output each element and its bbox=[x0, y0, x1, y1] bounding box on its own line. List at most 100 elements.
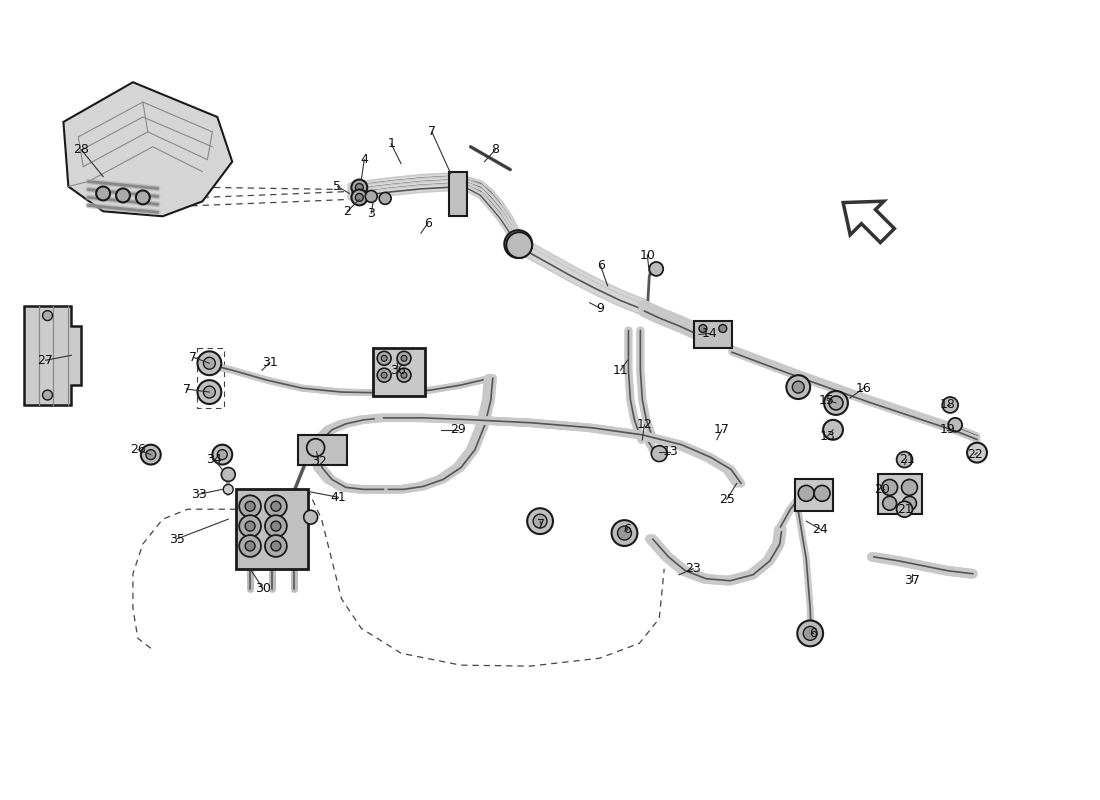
Circle shape bbox=[814, 486, 830, 502]
Circle shape bbox=[902, 479, 917, 495]
Text: 18: 18 bbox=[939, 398, 955, 411]
Circle shape bbox=[265, 495, 287, 517]
Circle shape bbox=[239, 515, 261, 537]
Circle shape bbox=[902, 496, 916, 510]
Text: 19: 19 bbox=[939, 423, 955, 436]
Circle shape bbox=[397, 351, 411, 366]
Circle shape bbox=[43, 390, 53, 400]
Circle shape bbox=[896, 502, 913, 517]
Bar bbox=[298, 434, 348, 465]
Circle shape bbox=[829, 396, 843, 410]
Text: 12: 12 bbox=[637, 418, 652, 431]
Text: 5: 5 bbox=[333, 180, 341, 193]
Text: 7: 7 bbox=[189, 350, 198, 364]
Bar bbox=[373, 348, 425, 396]
Circle shape bbox=[96, 186, 110, 200]
Circle shape bbox=[355, 183, 363, 191]
Text: 37: 37 bbox=[904, 574, 921, 587]
Circle shape bbox=[271, 521, 281, 531]
Circle shape bbox=[271, 541, 281, 551]
Circle shape bbox=[223, 485, 233, 494]
Text: 21: 21 bbox=[899, 453, 914, 466]
Circle shape bbox=[271, 502, 281, 511]
Circle shape bbox=[506, 232, 532, 258]
Circle shape bbox=[798, 621, 823, 646]
Text: 16: 16 bbox=[856, 382, 871, 394]
Text: 9: 9 bbox=[596, 302, 605, 315]
Text: 10: 10 bbox=[639, 249, 656, 262]
Circle shape bbox=[651, 446, 668, 462]
Circle shape bbox=[649, 262, 663, 276]
Circle shape bbox=[402, 372, 407, 378]
Circle shape bbox=[116, 189, 130, 202]
Text: 35: 35 bbox=[168, 533, 185, 546]
Circle shape bbox=[967, 442, 987, 462]
Circle shape bbox=[943, 397, 958, 413]
Circle shape bbox=[882, 479, 898, 495]
Polygon shape bbox=[844, 201, 894, 242]
Circle shape bbox=[402, 355, 407, 362]
Circle shape bbox=[803, 626, 817, 640]
Circle shape bbox=[534, 514, 547, 528]
Polygon shape bbox=[24, 306, 81, 405]
Circle shape bbox=[198, 351, 221, 375]
Circle shape bbox=[307, 438, 324, 457]
Bar bbox=[878, 474, 923, 514]
Text: 14: 14 bbox=[702, 327, 718, 340]
Bar bbox=[449, 171, 466, 216]
Circle shape bbox=[382, 355, 387, 362]
Circle shape bbox=[198, 380, 221, 404]
Circle shape bbox=[612, 520, 637, 546]
Text: 36: 36 bbox=[390, 364, 406, 377]
Circle shape bbox=[204, 386, 216, 398]
Circle shape bbox=[221, 467, 235, 482]
Text: 15: 15 bbox=[820, 394, 835, 406]
Circle shape bbox=[379, 193, 392, 204]
Circle shape bbox=[245, 541, 255, 551]
Circle shape bbox=[218, 450, 228, 459]
Circle shape bbox=[510, 236, 526, 252]
Text: 6: 6 bbox=[810, 627, 817, 640]
Circle shape bbox=[355, 194, 363, 202]
Circle shape bbox=[141, 445, 161, 465]
Circle shape bbox=[527, 508, 553, 534]
Circle shape bbox=[304, 510, 318, 524]
Circle shape bbox=[382, 372, 387, 378]
Text: 26: 26 bbox=[130, 443, 146, 456]
Text: 3: 3 bbox=[367, 207, 375, 220]
Text: 8: 8 bbox=[492, 143, 499, 156]
Text: 7: 7 bbox=[183, 382, 190, 395]
Circle shape bbox=[365, 190, 377, 202]
Circle shape bbox=[896, 452, 913, 467]
Circle shape bbox=[882, 496, 896, 510]
Bar bbox=[795, 479, 833, 511]
Circle shape bbox=[239, 495, 261, 517]
Text: 13: 13 bbox=[820, 430, 835, 443]
Circle shape bbox=[351, 190, 367, 206]
Text: 7: 7 bbox=[537, 518, 546, 530]
Bar bbox=[694, 321, 732, 348]
Circle shape bbox=[786, 375, 811, 399]
Circle shape bbox=[146, 450, 156, 459]
Circle shape bbox=[136, 190, 150, 204]
Circle shape bbox=[397, 368, 411, 382]
Circle shape bbox=[245, 521, 255, 531]
Text: 34: 34 bbox=[207, 453, 222, 466]
Text: 6: 6 bbox=[424, 217, 432, 230]
Text: 31: 31 bbox=[262, 356, 278, 369]
Text: 30: 30 bbox=[255, 582, 271, 595]
Text: 13: 13 bbox=[662, 445, 678, 458]
Text: 7: 7 bbox=[428, 126, 436, 138]
Text: 33: 33 bbox=[190, 488, 207, 501]
Text: 6: 6 bbox=[624, 522, 631, 535]
Text: 21: 21 bbox=[896, 502, 912, 516]
Circle shape bbox=[43, 310, 53, 321]
Circle shape bbox=[792, 381, 804, 393]
Circle shape bbox=[377, 351, 392, 366]
Circle shape bbox=[824, 391, 848, 415]
Bar bbox=[236, 490, 308, 569]
Circle shape bbox=[504, 230, 532, 258]
Circle shape bbox=[948, 418, 962, 432]
Text: 20: 20 bbox=[873, 483, 890, 496]
Circle shape bbox=[377, 368, 392, 382]
